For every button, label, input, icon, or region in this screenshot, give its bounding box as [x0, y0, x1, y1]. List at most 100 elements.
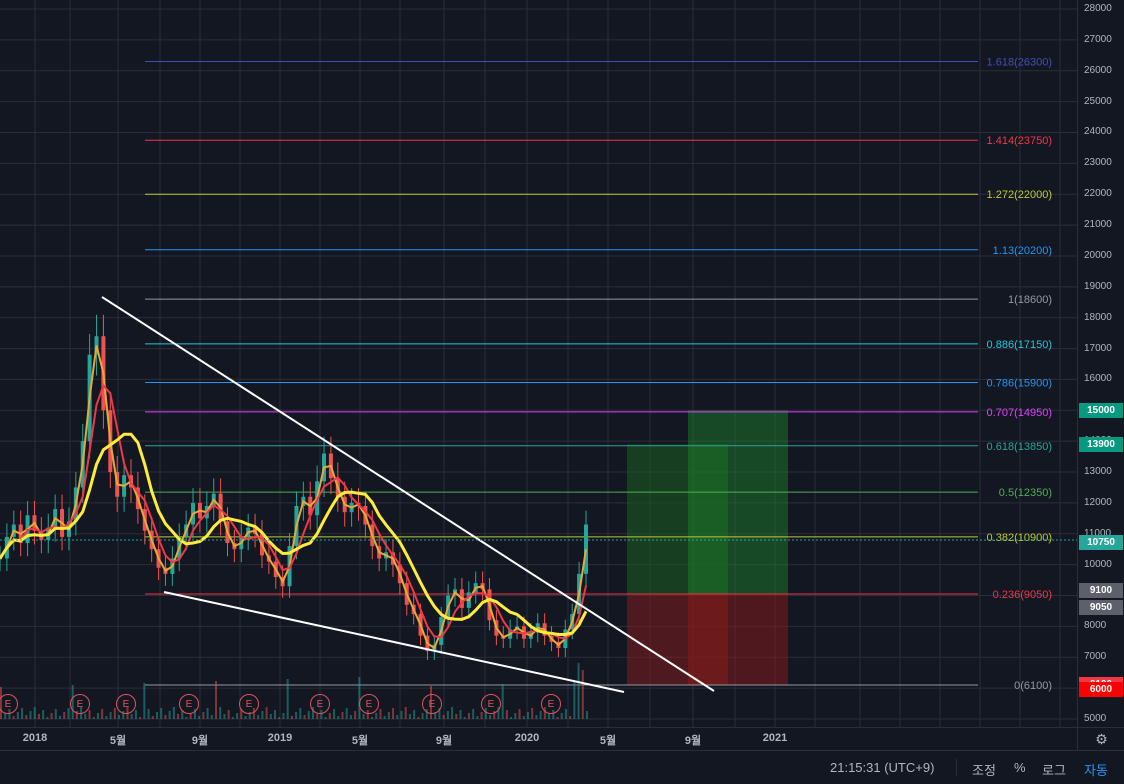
volume-bar	[248, 712, 251, 719]
volume-bar	[404, 707, 407, 719]
volume-bar	[63, 712, 66, 719]
volume-bar	[417, 717, 420, 719]
volume-bar	[328, 713, 331, 719]
price-tick-label: 13000	[1084, 466, 1112, 478]
volume-bar	[522, 716, 525, 719]
fib-level-label: 1.272(22000)	[987, 189, 1052, 201]
gear-icon[interactable]: ⚙	[1077, 727, 1124, 750]
time-tick-label: 5월	[599, 735, 617, 747]
price-marker-label: 9100	[1079, 583, 1123, 599]
fib-level-label: 1.414(23750)	[987, 135, 1052, 147]
earnings-marker[interactable]: E	[179, 694, 199, 714]
volume-bar	[375, 713, 378, 719]
earnings-marker[interactable]: E	[359, 694, 379, 714]
fib-level-label: 0.618(13850)	[987, 441, 1052, 453]
time-tick-label: 5월	[109, 735, 127, 747]
fib-level-label: 1.13(20200)	[993, 245, 1052, 257]
volume-bar	[396, 715, 399, 719]
volume-bar	[472, 709, 475, 719]
earnings-marker[interactable]: E	[70, 694, 90, 714]
volume-bar	[105, 716, 108, 719]
volume-bar	[354, 711, 357, 719]
volume-bar	[236, 713, 239, 719]
volume-bar	[67, 708, 70, 719]
time-axis[interactable]: 2018 5월 9월 2019 5월 9월 2020 5월 9월 2021	[0, 727, 1077, 750]
earnings-marker[interactable]: E	[541, 694, 561, 714]
profit-zone	[688, 410, 788, 594]
volume-bar	[88, 710, 91, 719]
volume-bar	[518, 709, 521, 719]
volume-bar	[366, 710, 369, 719]
volume-bar	[362, 714, 365, 719]
trendline-lower[interactable]	[163, 591, 625, 693]
volume-bar	[46, 717, 49, 719]
long-position-zones	[627, 410, 788, 686]
volume-bar	[92, 717, 95, 719]
time-tick-label: 9월	[684, 735, 702, 747]
volume-bar	[569, 716, 572, 719]
volume-bar	[193, 709, 196, 719]
volume-bar	[252, 708, 255, 719]
volume-bar	[480, 712, 483, 719]
fib-level-label: 0.236(9050)	[993, 589, 1052, 601]
adjust-toggle[interactable]: 조정	[972, 763, 996, 778]
time-tick-label: 2018	[22, 732, 48, 744]
price-series	[0, 314, 588, 660]
volume-bar	[438, 708, 441, 719]
price-tick-label: 22000	[1084, 188, 1112, 200]
volume-bar	[151, 716, 154, 719]
volume-bar	[261, 711, 264, 719]
price-tick-label: 25000	[1084, 95, 1112, 107]
volume-bar	[122, 711, 125, 719]
volume-bar	[337, 716, 340, 719]
volume-bar	[215, 681, 218, 719]
volume-bar	[413, 710, 416, 719]
volume-bar	[451, 707, 454, 719]
chart-plot-area[interactable]: 0(6100) 0.236(9050) 0.382(10900) 0.5(12350)…	[0, 0, 1077, 727]
volume-bar	[383, 716, 386, 719]
volume-bar	[164, 715, 167, 719]
earnings-marker[interactable]: E	[239, 694, 259, 714]
volume-bar	[219, 707, 222, 719]
fib-level-label: 0.886(17150)	[987, 339, 1052, 351]
volume-bar	[446, 711, 449, 719]
earnings-marker[interactable]: E	[116, 694, 136, 714]
earnings-marker[interactable]: E	[0, 694, 18, 714]
volume-bar	[37, 714, 40, 719]
fibonacci-levels: 0(6100) 0.236(9050) 0.382(10900) 0.5(12350)…	[145, 56, 1052, 692]
volume-bar	[269, 714, 272, 719]
volume-bar	[54, 709, 57, 719]
volume-bars	[0, 663, 588, 719]
volume-bar	[560, 713, 563, 719]
volume-bar	[295, 712, 298, 719]
log-toggle[interactable]: 로그	[1042, 763, 1066, 778]
auto-toggle[interactable]: 자동	[1084, 763, 1108, 778]
price-tick-label: 23000	[1084, 157, 1112, 169]
volume-bar	[59, 716, 62, 719]
volume-bar	[476, 716, 479, 719]
volume-bar	[147, 709, 150, 719]
volume-bar	[278, 717, 281, 719]
percent-toggle[interactable]: %	[1014, 760, 1026, 775]
price-marker-label: 9050	[1079, 599, 1123, 615]
earnings-marker[interactable]: E	[310, 694, 330, 714]
volume-bar	[501, 684, 504, 719]
trendline-upper[interactable]	[101, 296, 715, 692]
earnings-marker[interactable]: E	[422, 694, 442, 714]
volume-bar	[101, 709, 104, 719]
volume-bar	[434, 712, 437, 719]
volume-bar	[320, 710, 323, 719]
price-axis[interactable]: 5000600070008000900010000110001200013000…	[1077, 0, 1124, 727]
time-tick-label: 5월	[351, 735, 369, 747]
volume-bar	[4, 713, 7, 719]
volume-bar	[160, 708, 163, 719]
price-tick-label: 16000	[1084, 373, 1112, 385]
fib-level-label: 0.5(12350)	[999, 487, 1052, 499]
volume-bar	[370, 717, 373, 719]
earnings-marker[interactable]: E	[481, 694, 501, 714]
volume-bar	[493, 711, 496, 719]
volume-bar	[552, 710, 555, 719]
fib-level-label: 1(18600)	[1008, 294, 1052, 306]
volume-bar	[400, 711, 403, 719]
